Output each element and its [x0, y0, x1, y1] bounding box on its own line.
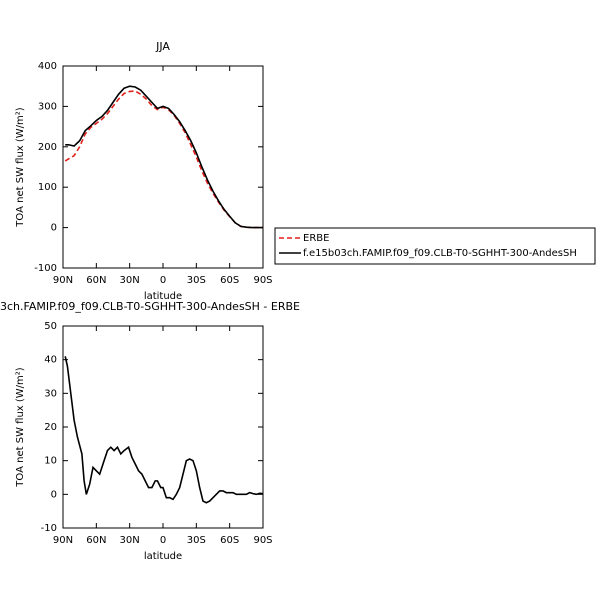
- x-tick-label: 60S: [220, 535, 239, 546]
- legend-box: [274, 227, 596, 265]
- data-line: [64, 356, 264, 504]
- x-tick-label: 30S: [187, 535, 206, 546]
- x-tick-label: 90N: [53, 535, 73, 546]
- y-tick-label: -100: [34, 263, 57, 274]
- x-tick-label: 0: [160, 535, 166, 546]
- x-tick-label: 0: [160, 275, 166, 286]
- x-tick-label: 30S: [187, 275, 206, 286]
- y-tick-label: 50: [44, 321, 57, 332]
- y-tick-label: 20: [44, 422, 57, 433]
- y-axis-label: TOA net SW flux (W/m²): [15, 367, 26, 487]
- x-tick-label: 30N: [120, 275, 140, 286]
- y-tick-label: 100: [38, 182, 57, 193]
- y-tick-label: 10: [44, 456, 57, 467]
- y-tick-label: 40: [44, 355, 57, 366]
- x-tick-label: 30N: [120, 535, 140, 546]
- data-line: [64, 90, 263, 229]
- x-tick-label: 60S: [220, 275, 239, 286]
- x-tick-label: 90S: [253, 275, 272, 286]
- y-tick-label: 200: [38, 142, 57, 153]
- y-axis-label: TOA net SW flux (W/m²): [15, 107, 26, 227]
- y-tick-label: 300: [38, 101, 57, 112]
- x-tick-label: 90N: [53, 275, 73, 286]
- x-axis-label: latitude: [144, 291, 182, 302]
- legend-label: ERBE: [303, 233, 329, 244]
- chart-title: 3ch.FAMIP.f09_f09.CLB-T0-SGHHT-300-Andes…: [0, 300, 300, 313]
- y-tick-label: 400: [38, 61, 57, 72]
- plot-frame: [62, 325, 264, 529]
- plot-frame: [62, 65, 264, 269]
- chart-title: JJA: [155, 40, 170, 53]
- y-tick-label: -10: [41, 523, 57, 534]
- y-tick-label: 0: [51, 223, 57, 234]
- x-tick-label: 60N: [86, 275, 106, 286]
- y-tick-label: 30: [44, 388, 57, 399]
- data-line: [65, 85, 263, 229]
- x-tick-label: 60N: [86, 535, 106, 546]
- legend-label: f.e15b03ch.FAMIP.f09_f09.CLB-T0-SGHHT-30…: [303, 248, 577, 259]
- y-tick-label: 0: [51, 489, 57, 500]
- x-axis-label: latitude: [144, 551, 182, 562]
- x-tick-label: 90S: [253, 535, 272, 546]
